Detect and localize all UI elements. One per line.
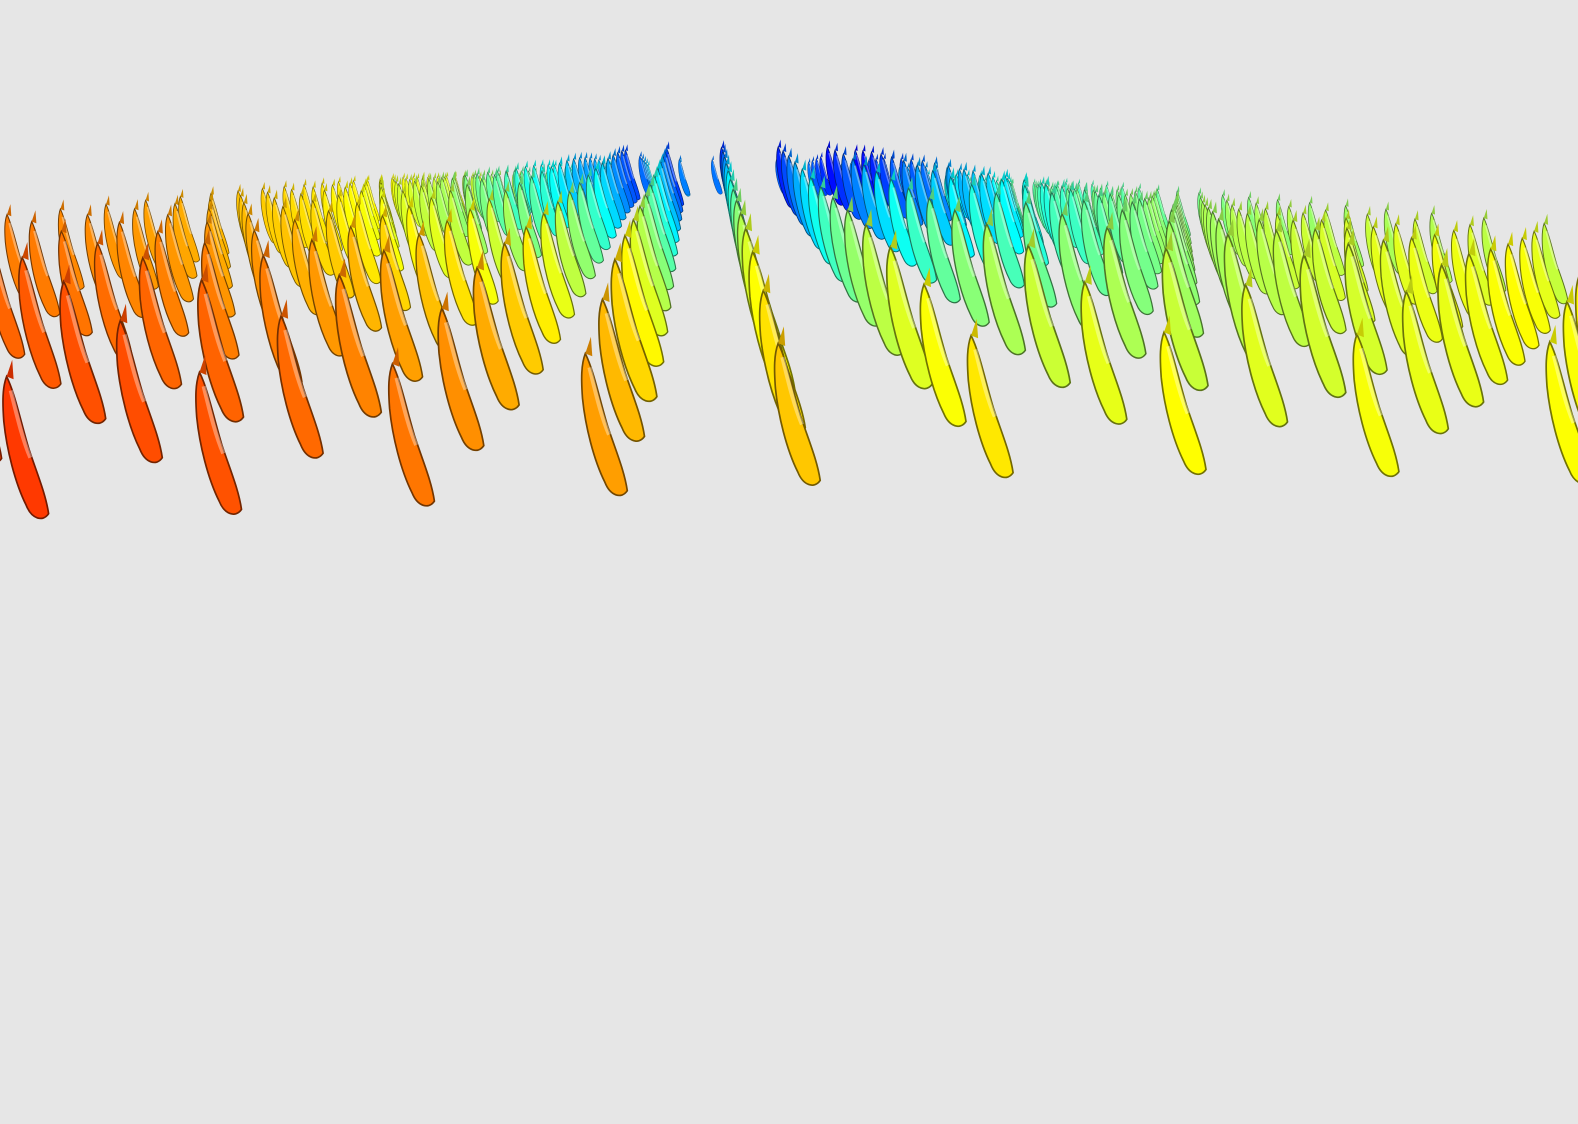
bunny-glyph — [1531, 220, 1561, 319]
bunny-glyph — [1129, 191, 1159, 290]
bunny-glyph — [276, 299, 324, 459]
bunny-glyph — [930, 161, 956, 246]
bunny-glyph — [325, 200, 355, 299]
bunny-glyph — [773, 326, 822, 486]
bunny-glyph — [1352, 317, 1400, 478]
bunny-glyph — [0, 267, 26, 359]
bunny-glyph — [195, 355, 243, 515]
bunny-glyph — [999, 170, 1025, 255]
bunny-glyph — [1311, 216, 1347, 335]
bunny-glyph — [18, 241, 62, 389]
bunny-glyph — [598, 282, 646, 442]
bunny-glyph — [982, 208, 1027, 356]
bunny-glyph — [1504, 231, 1540, 350]
bunny-glyph — [154, 219, 190, 337]
bunny-glyph — [1319, 210, 1346, 301]
bunny-glyph — [347, 214, 383, 332]
bunny-glyph — [711, 155, 723, 195]
bunny-glyph — [888, 168, 918, 267]
bunny-glyph — [600, 155, 622, 229]
bunny-glyph — [354, 193, 382, 285]
bunny-glyph — [1486, 235, 1526, 366]
bunny-glyph — [334, 258, 383, 418]
bunny-glyph — [566, 181, 596, 280]
bunny-glyph — [611, 147, 631, 214]
bunny-glyph — [132, 199, 159, 290]
bunny-glyph — [59, 264, 107, 425]
bunny-glyph — [1241, 267, 1289, 428]
bunny-glyph — [1080, 265, 1128, 425]
bunny-glyph — [966, 318, 1014, 479]
bunny-glyph — [678, 154, 691, 196]
bunny-glyph — [951, 196, 990, 327]
bunny-glyph — [1103, 211, 1147, 359]
bunny-glyph — [387, 347, 436, 507]
bunny-glyph — [585, 166, 611, 251]
bunny-glyph — [500, 227, 544, 375]
bunny-glyph — [1344, 228, 1388, 376]
bunny-glyph — [115, 303, 164, 464]
bunny-glyph — [58, 218, 93, 337]
bunny-glyph — [1272, 216, 1312, 348]
bunny-glyph — [1574, 276, 1578, 338]
bunny-glyph — [1159, 315, 1207, 476]
bunny-glyph — [889, 149, 911, 219]
bunny-glyph — [1412, 210, 1438, 295]
bunny-glyph — [472, 250, 520, 411]
bunny-glyph — [1519, 226, 1551, 334]
bunny-glyph — [197, 263, 245, 423]
bunny-glyph — [580, 336, 629, 497]
bunny-glyph — [993, 181, 1025, 289]
bunny-glyph — [164, 204, 195, 303]
bunny-glyph — [522, 213, 562, 344]
bunny-glyph — [448, 181, 474, 266]
bunny-glyph — [819, 151, 833, 196]
bunny-glyph — [540, 200, 576, 319]
bunny-glyph — [885, 229, 934, 390]
bunny-glyph — [2, 359, 50, 520]
bunny-glyph — [919, 267, 967, 428]
bunny-glyph — [0, 446, 3, 462]
bunny-glyph — [379, 234, 424, 382]
bunny-glyph — [926, 185, 961, 304]
bunny-glyph — [577, 173, 604, 264]
bunny-glyph — [1437, 248, 1485, 408]
bunny-glyph — [200, 228, 240, 360]
bunny-glyph — [1408, 225, 1444, 343]
bunny-glyph — [138, 242, 183, 390]
bunny-glyph — [1464, 238, 1509, 386]
bunny-glyph — [1562, 284, 1578, 413]
bunny-glyph — [610, 242, 658, 403]
bunny-glyph — [1541, 213, 1569, 305]
bunny-glyph — [1545, 324, 1578, 483]
bunny-glyph — [620, 219, 665, 367]
bunny-glyph — [443, 208, 479, 326]
bunny-glyph — [504, 164, 524, 230]
bunny-glyph — [1118, 197, 1154, 316]
bunny-glyph — [1161, 231, 1209, 392]
bunny-glyph — [1023, 228, 1072, 389]
bunny-glyph — [437, 291, 485, 452]
bunny-glyph — [554, 190, 587, 298]
bunny-glyph — [28, 210, 61, 318]
bunny-glyph — [1401, 274, 1450, 435]
bunny-glyph — [310, 191, 336, 276]
bunny-glyph — [1299, 238, 1347, 399]
bunny-glyph — [593, 160, 617, 239]
bunny-glyph — [172, 194, 198, 279]
